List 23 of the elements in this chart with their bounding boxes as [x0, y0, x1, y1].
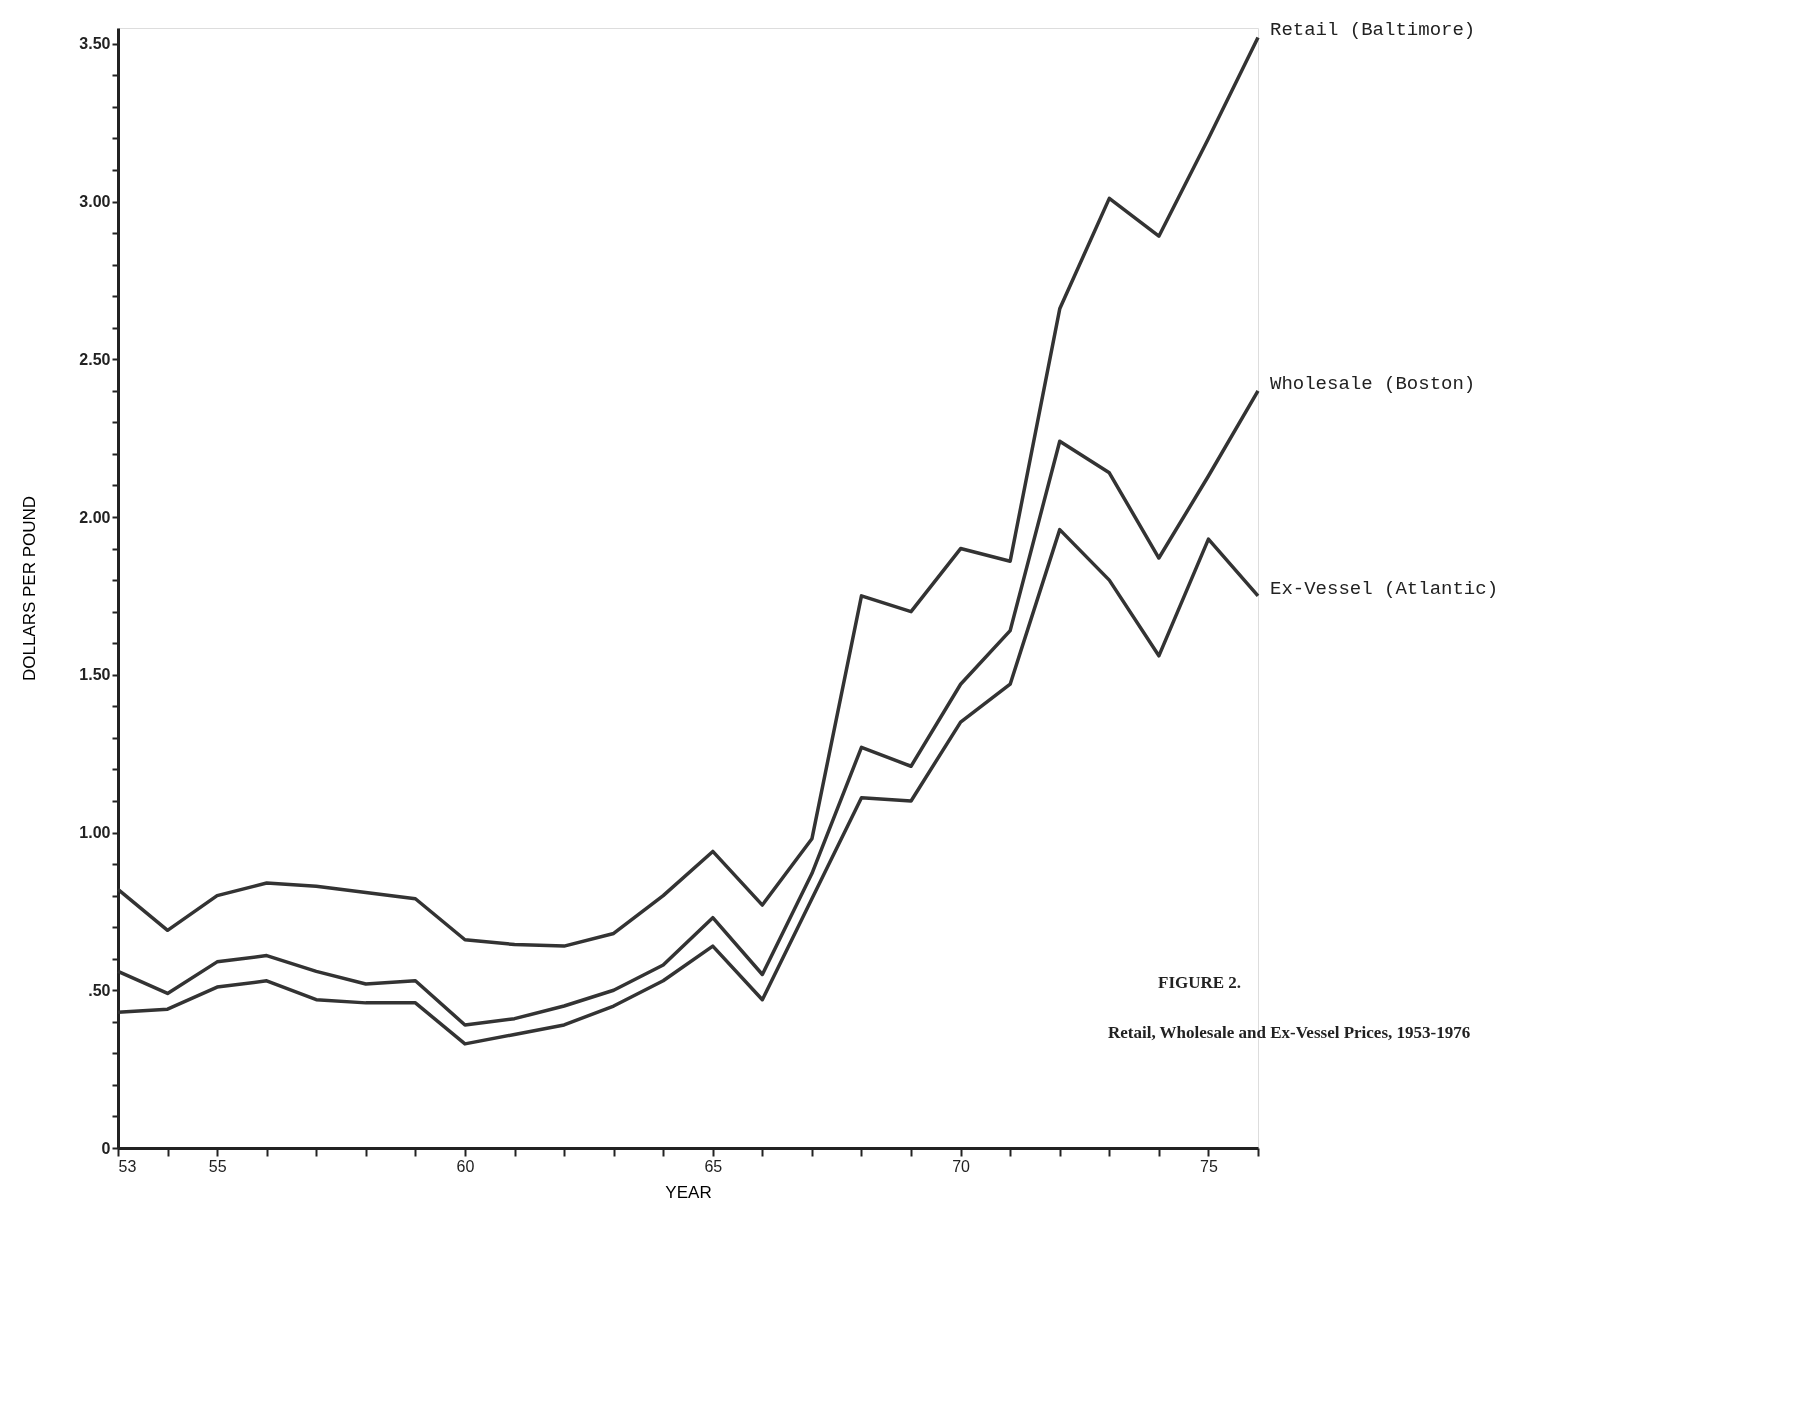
x-tick-label: 55	[208, 1157, 227, 1175]
x-axis-title: YEAR	[665, 1182, 712, 1202]
y-tick-label: 2.00	[79, 508, 111, 526]
annotation: FIGURE 2.	[1158, 973, 1242, 992]
y-tick-label: 1.00	[79, 824, 111, 842]
x-tick-label: 53	[118, 1157, 137, 1175]
x-tick-label: 60	[456, 1157, 475, 1175]
annotation: Retail, Wholesale and Ex-Vessel Prices, 1953-1976	[1108, 1023, 1471, 1042]
series-label: Ex-Vessel (Atlantic)	[1270, 577, 1499, 600]
y-axis-title: DOLLARS PER POUND	[20, 495, 40, 682]
series-label: Wholesale (Boston)	[1270, 372, 1476, 395]
line-series	[116, 389, 1260, 1027]
y-tick-label: 0	[101, 1139, 111, 1157]
line-series	[116, 35, 1260, 948]
x-tick-label: 75	[1200, 1157, 1218, 1175]
y-tick-label: 3.50	[79, 35, 111, 53]
x-tick-label: 65	[704, 1157, 723, 1175]
y-tick-label: 3.00	[79, 193, 111, 211]
series-label: Retail (Baltimore)	[1270, 19, 1476, 42]
x-tick-label: 70	[952, 1157, 971, 1175]
y-tick-label: 1.50	[79, 666, 111, 684]
y-tick-label: .50	[88, 981, 111, 999]
y-tick-label: 2.50	[79, 350, 111, 368]
